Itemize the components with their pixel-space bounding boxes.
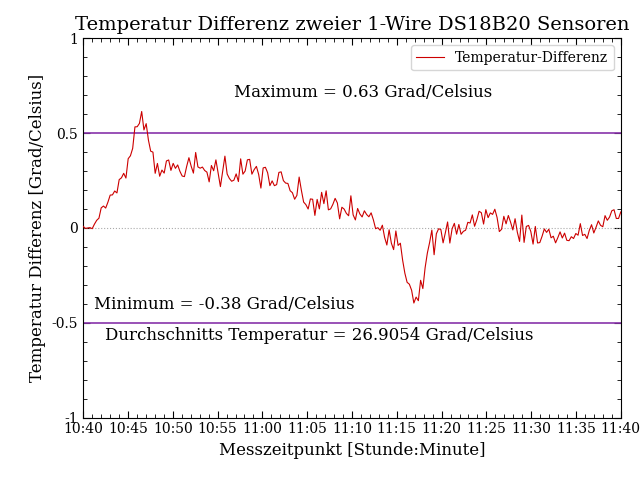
- Temperatur-Differenz: [102, 205, 109, 211]
- Temperatur-Differenz: [167, 168, 175, 173]
- Temperatur-Differenz: [138, 108, 145, 114]
- Temperatur-Differenz: [264, 170, 271, 176]
- X-axis label: Messzeitpunkt [Stunde:Minute]: Messzeitpunkt [Stunde:Minute]: [219, 442, 485, 459]
- Temperatur-Differenz: [410, 300, 418, 306]
- Legend: Temperatur-Differenz: Temperatur-Differenz: [411, 45, 614, 71]
- Temperatur-Differenz: [439, 240, 447, 246]
- Temperatur-Differenz: [617, 209, 625, 215]
- Temperatur-Differenz: [79, 224, 87, 229]
- Text: Minimum = -0.38 Grad/Celsius: Minimum = -0.38 Grad/Celsius: [94, 296, 355, 313]
- Temperatur-Differenz: [115, 177, 123, 182]
- Temperatur-Differenz: [583, 236, 591, 241]
- Text: Durchschnitts Temperatur = 26.9054 Grad/Celsius: Durchschnitts Temperatur = 26.9054 Grad/…: [105, 326, 533, 344]
- Text: Maximum = 0.63 Grad/Celsius: Maximum = 0.63 Grad/Celsius: [234, 84, 492, 101]
- Title: Temperatur Differenz zweier 1-Wire DS18B20 Sensoren: Temperatur Differenz zweier 1-Wire DS18B…: [75, 16, 629, 34]
- Line: Temperatur-Differenz: Temperatur-Differenz: [83, 111, 621, 303]
- Y-axis label: Temperatur Differenz [Grad/Celsius]: Temperatur Differenz [Grad/Celsius]: [29, 74, 46, 382]
